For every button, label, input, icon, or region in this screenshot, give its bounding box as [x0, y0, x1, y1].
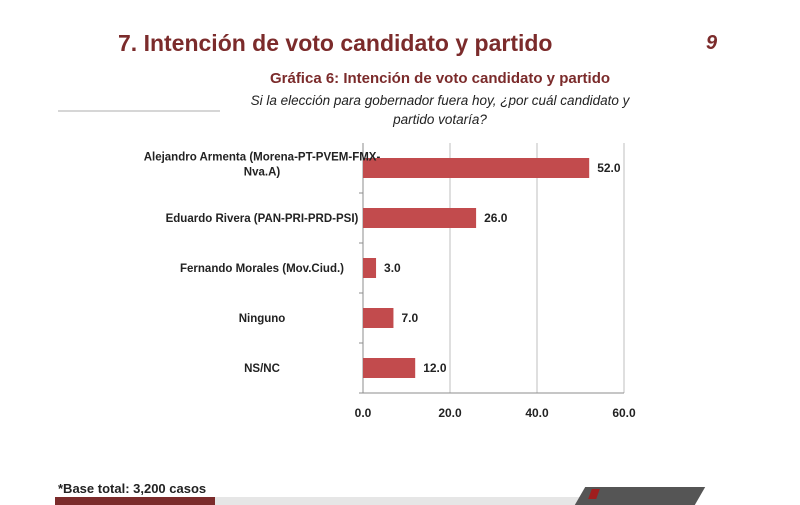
category-label-line: NS/NC — [244, 363, 280, 375]
category-label: Fernando Morales (Mov.Ciud.) — [180, 263, 344, 275]
data-label: 3.0 — [384, 261, 401, 275]
chart-title: Gráfica 6: Intención de voto candidato y… — [269, 70, 611, 87]
footnote-base-total: *Base total: 3,200 casos — [58, 481, 207, 496]
slide-title: 7. Intención de voto candidato y partido — [118, 30, 553, 56]
category-label: Ninguno — [239, 313, 286, 325]
bar — [363, 208, 477, 228]
footer-accent-bar — [55, 497, 215, 505]
category-label-line: Nva.A) — [244, 167, 281, 179]
page-number: 9 — [706, 32, 718, 54]
category-label-line: Eduardo Rivera (PAN-PRI-PRD-PSI) — [166, 213, 359, 225]
data-label: 12.0 — [423, 361, 447, 375]
decorative-divider — [58, 110, 220, 112]
bar — [363, 158, 590, 178]
bar — [363, 358, 416, 378]
bar-chart: 0.0 20.0 40.0 60.0 52.0 Alejandro Armenta (Mo… — [144, 143, 636, 420]
footer-gray-bar — [215, 497, 635, 505]
data-label: 26.0 — [484, 211, 508, 225]
data-label: 52.0 — [597, 161, 621, 175]
category-label: Eduardo Rivera (PAN-PRI-PRD-PSI) — [166, 213, 359, 225]
category-label: NS/NC — [244, 363, 280, 375]
category-label-line: Fernando Morales (Mov.Ciud.) — [180, 263, 344, 275]
footer-band — [0, 487, 800, 505]
x-tick-label: 60.0 — [612, 406, 636, 420]
x-tick-label: 20.0 — [438, 406, 462, 420]
bar — [363, 258, 377, 278]
chart-question: Si la elección para gobernador fuera hoy… — [250, 93, 630, 127]
x-tick-label: 0.0 — [355, 406, 372, 420]
category-label-line: Alejandro Armenta (Morena-PT-PVEM-FMX- — [144, 152, 381, 164]
category-label: Alejandro Armenta (Morena-PT-PVEM-FMX- Nv… — [144, 152, 381, 179]
bar — [363, 308, 394, 328]
category-label-line: Ninguno — [239, 313, 286, 325]
x-tick-label: 40.0 — [525, 406, 549, 420]
data-label: 7.0 — [401, 311, 418, 325]
